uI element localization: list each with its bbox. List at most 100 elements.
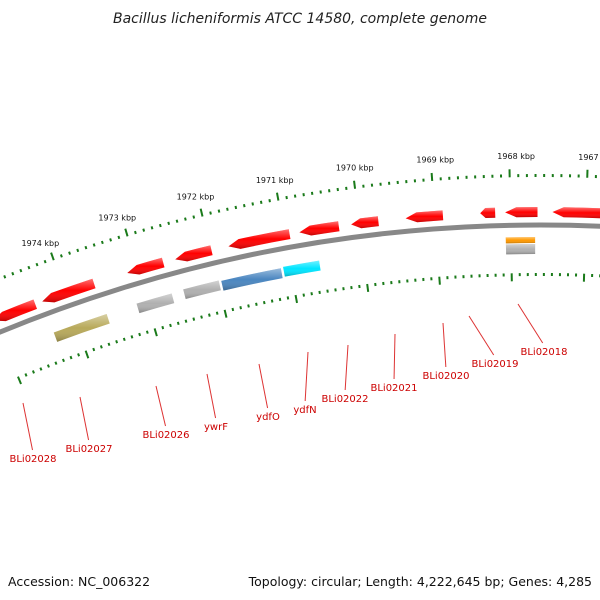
inner-major-tick: [223, 309, 228, 318]
gene-features: [0, 207, 600, 342]
inner-major-tick: [294, 294, 298, 304]
cds-bar-grey-1[interactable]: [136, 293, 175, 314]
inner-minor-tick: [286, 296, 290, 300]
outer-minor-tick: [84, 245, 88, 250]
inner-major-tick: [84, 350, 90, 359]
outer-minor-tick: [134, 230, 137, 235]
gene-fwd-4[interactable]: [175, 245, 213, 262]
leader-line: [304, 351, 309, 402]
outer-tick-ring: [3, 169, 597, 279]
inner-minor-tick: [239, 306, 242, 310]
outer-minor-tick: [268, 199, 271, 203]
inner-minor-tick: [92, 347, 96, 352]
outer-major-tick: [353, 180, 357, 189]
gene-label[interactable]: BLi02022: [321, 394, 368, 405]
cds-bar-grey-2[interactable]: [183, 280, 221, 300]
leader-line: [517, 303, 544, 344]
cds-bar-blue[interactable]: [221, 268, 283, 291]
tick-label: 1973 kbp: [98, 214, 136, 223]
outer-minor-tick: [19, 268, 23, 273]
gene-fwd-8[interactable]: [405, 210, 444, 223]
gene-label[interactable]: BLi02027: [65, 444, 112, 455]
gene-fwd-11[interactable]: [552, 207, 600, 219]
inner-minor-tick: [310, 292, 313, 296]
cds-bar-olive[interactable]: [53, 314, 110, 342]
gene-fwd-3[interactable]: [127, 257, 165, 275]
leader-line: [258, 363, 269, 409]
outer-minor-tick: [11, 271, 15, 276]
inner-minor-tick: [302, 293, 306, 297]
gene-label[interactable]: ywrF: [204, 422, 228, 433]
inner-minor-tick: [46, 364, 50, 368]
inner-minor-tick: [130, 335, 134, 339]
tick-label: 1970 kbp: [336, 164, 374, 173]
gene-label[interactable]: BLi02018: [520, 347, 567, 358]
inner-minor-tick: [192, 317, 196, 321]
outer-major-tick: [50, 252, 55, 261]
inner-minor-tick: [247, 304, 250, 308]
outer-minor-tick: [158, 223, 162, 228]
gene-fwd-5[interactable]: [228, 229, 291, 249]
outer-minor-tick: [209, 211, 212, 215]
inner-minor-tick: [278, 297, 282, 302]
topology-text: Topology: circular; Length: 4,222,645 bp…: [248, 574, 592, 589]
gene-label[interactable]: BLi02021: [370, 383, 417, 394]
outer-minor-tick: [242, 203, 246, 208]
inner-minor-tick: [62, 358, 65, 363]
outer-minor-tick: [167, 221, 171, 226]
inner-minor-tick: [145, 330, 149, 334]
gene-label[interactable]: BLi02019: [471, 359, 518, 370]
gene-label[interactable]: ydfN: [293, 405, 316, 416]
leader-line: [22, 402, 33, 451]
outer-minor-tick: [76, 248, 80, 253]
inner-minor-tick: [115, 340, 119, 344]
label-leader-lines: [22, 303, 544, 451]
tick-label: 1972 kbp: [177, 193, 215, 202]
outer-minor-tick: [251, 202, 254, 206]
inner-minor-tick: [69, 355, 73, 360]
outer-minor-tick: [184, 217, 187, 221]
gene-fwd-7[interactable]: [351, 216, 379, 229]
gene-label[interactable]: ydfO: [256, 412, 280, 423]
outer-minor-tick: [150, 226, 154, 230]
gene-label[interactable]: BLi02026: [142, 430, 189, 441]
inner-minor-tick: [24, 373, 28, 377]
inner-minor-tick: [208, 313, 211, 317]
leader-line: [155, 385, 166, 427]
inner-minor-tick: [122, 337, 126, 342]
gene-fwd-2[interactable]: [42, 278, 96, 303]
outer-minor-tick: [259, 200, 263, 204]
inner-tick-ring: [17, 273, 600, 385]
cds-bar-orange[interactable]: [505, 237, 536, 244]
inner-minor-tick: [138, 332, 142, 337]
outer-minor-tick: [192, 215, 196, 219]
gene-fwd-6[interactable]: [299, 221, 340, 236]
tick-label: 1971 kbp: [256, 176, 294, 185]
inner-minor-tick: [262, 300, 266, 305]
leader-line: [442, 322, 447, 368]
outer-minor-tick: [59, 254, 63, 258]
outer-major-tick: [199, 208, 204, 217]
inner-minor-tick: [200, 315, 203, 319]
outer-minor-tick: [35, 262, 39, 267]
cds-bar-grey-3[interactable]: [505, 244, 536, 255]
gene-fwd-9[interactable]: [480, 207, 496, 219]
outer-minor-tick: [142, 228, 146, 232]
inner-minor-tick: [161, 325, 165, 330]
tick-label: 1967 kbp: [578, 153, 600, 162]
inner-minor-tick: [215, 311, 219, 315]
inner-minor-tick: [169, 323, 172, 328]
inner-minor-tick: [184, 319, 188, 323]
gene-label[interactable]: BLi02028: [9, 454, 56, 465]
inner-major-tick: [366, 283, 370, 293]
outer-minor-tick: [109, 238, 112, 242]
tick-label: 1969 kbp: [416, 156, 454, 165]
gene-fwd-10[interactable]: [505, 207, 538, 218]
outer-minor-tick: [234, 205, 238, 210]
accession-text: Accession: NC_006322: [8, 574, 150, 589]
outer-minor-tick: [100, 240, 104, 245]
outer-major-tick: [275, 192, 280, 201]
cds-bar-cyan[interactable]: [283, 260, 321, 277]
gene-fwd-1[interactable]: [0, 299, 38, 322]
gene-label[interactable]: BLi02020: [422, 371, 469, 382]
